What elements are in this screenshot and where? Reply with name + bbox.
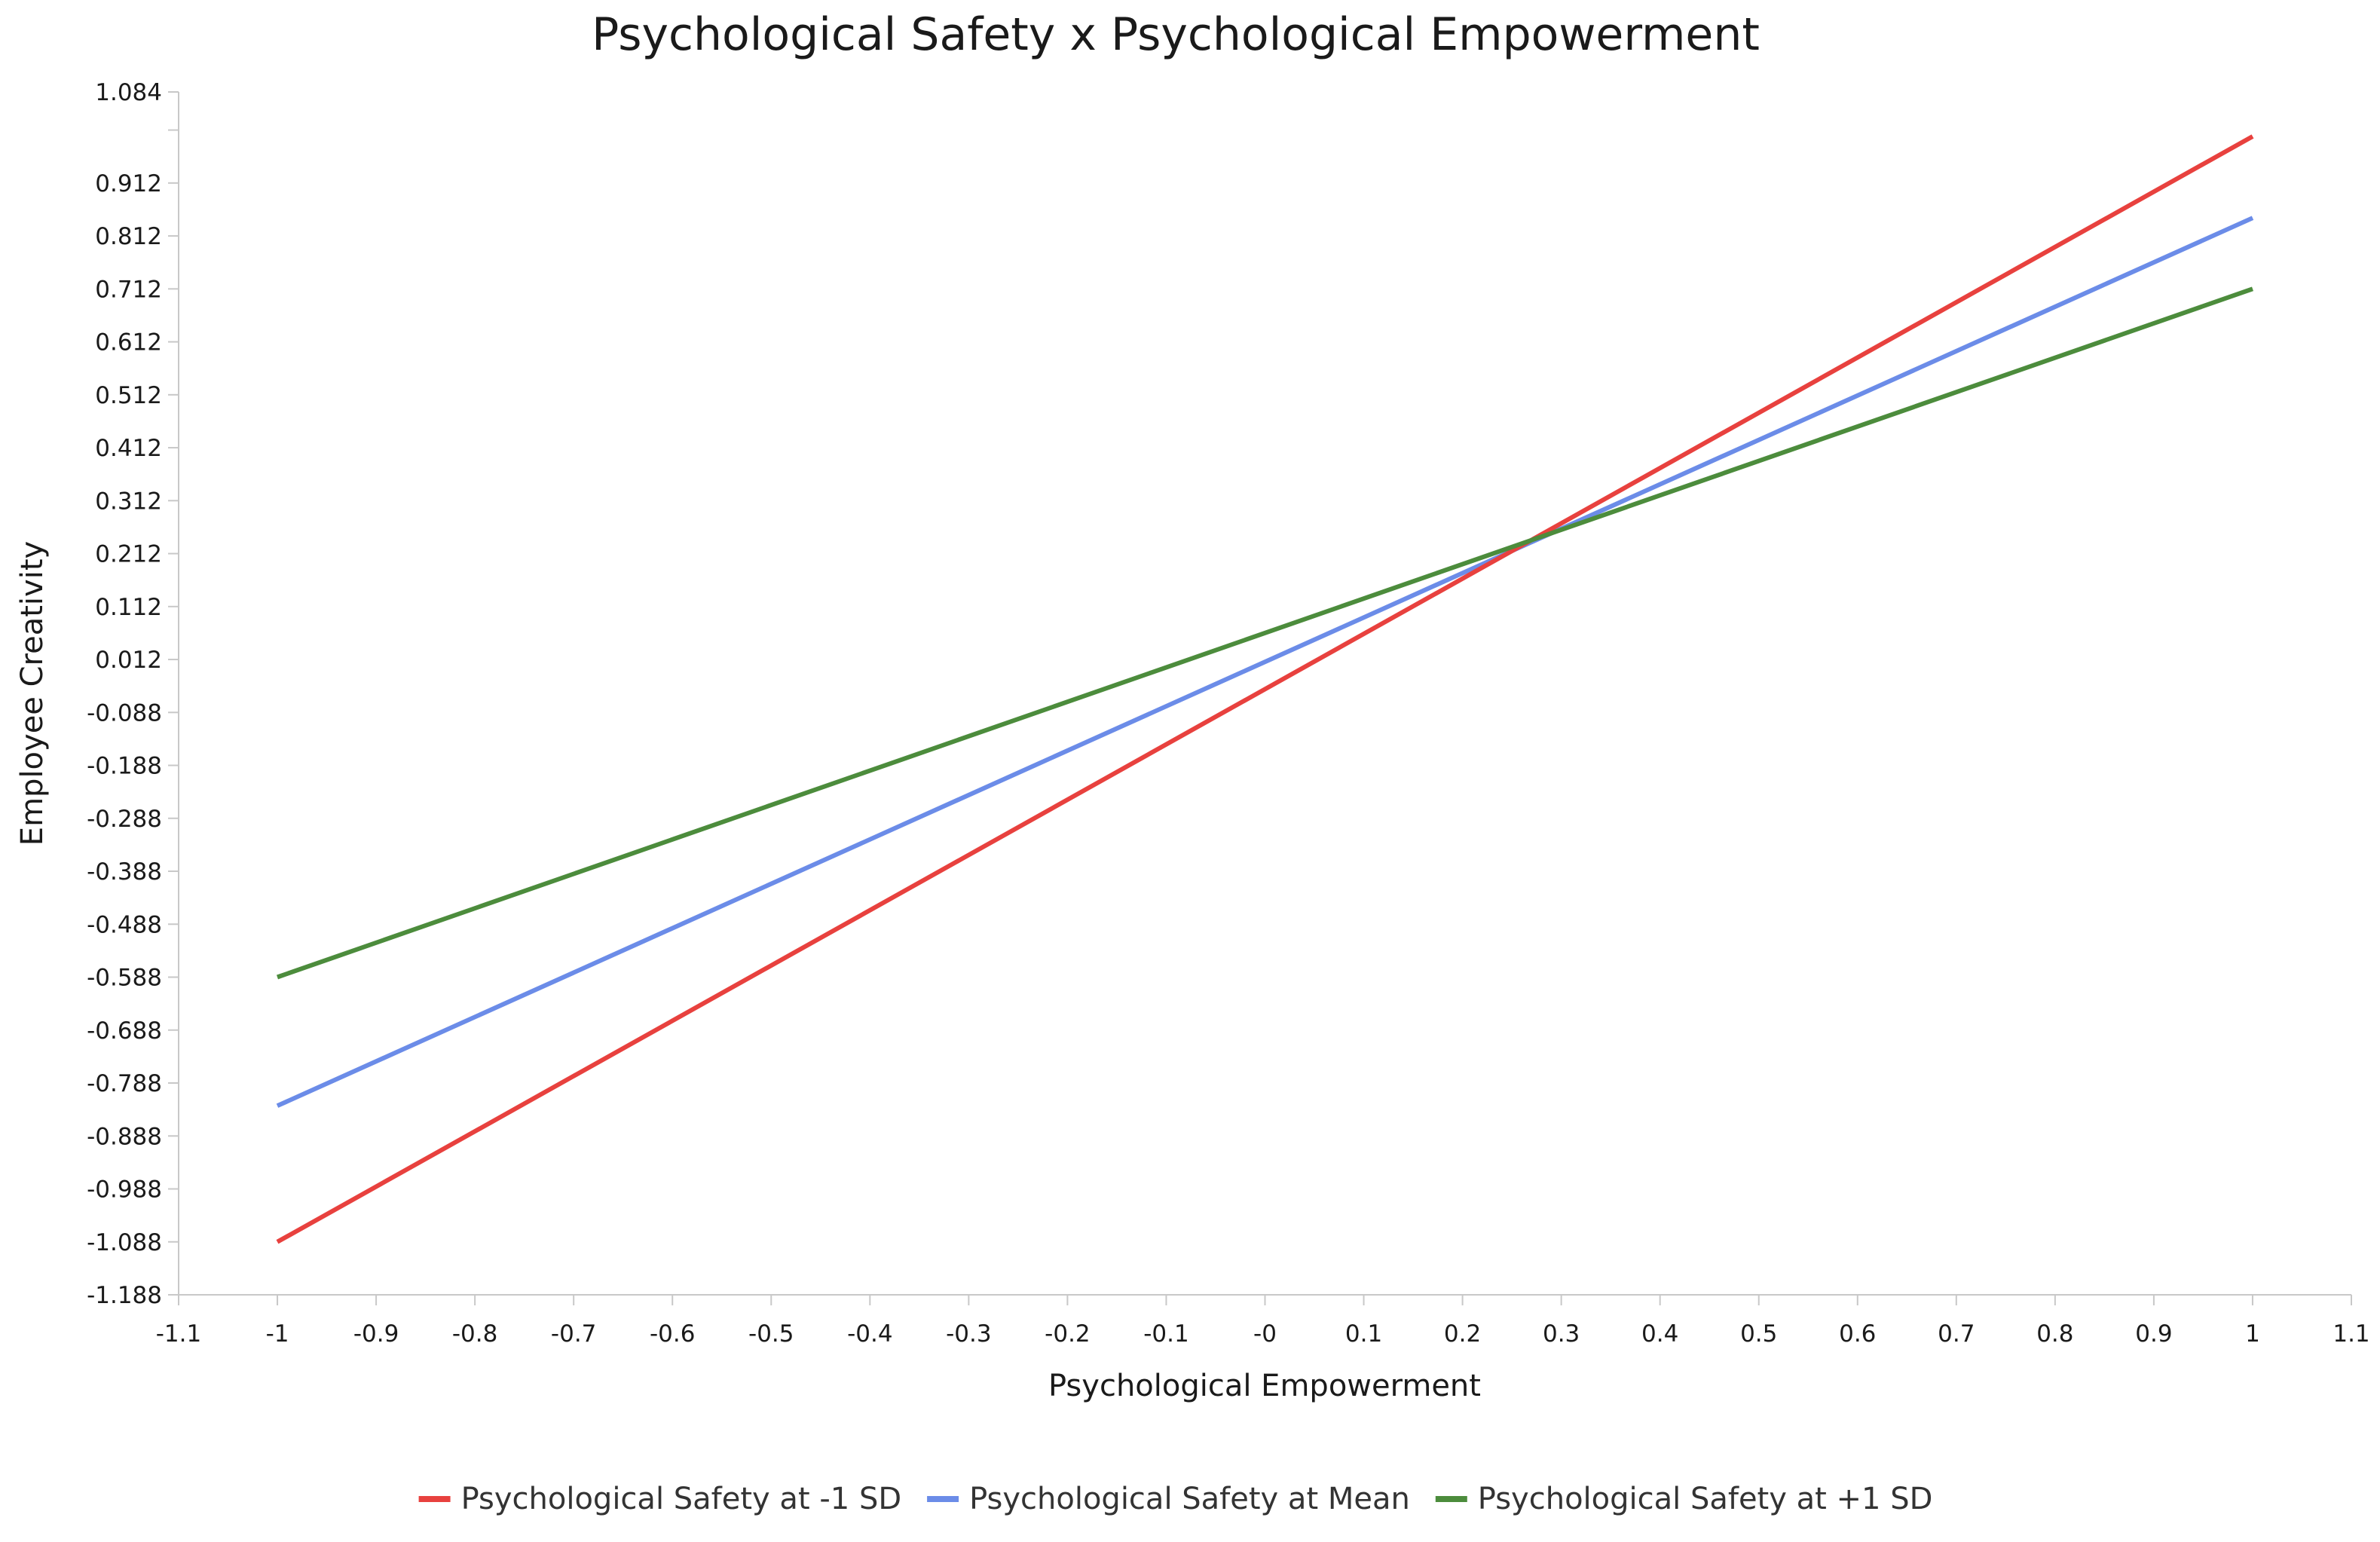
- legend-label: Psychological Safety at -1 SD: [461, 1482, 902, 1516]
- x-axis-title: Psychological Empowerment: [1048, 1369, 1481, 1403]
- y-tick-label: 0.412: [95, 435, 162, 462]
- legend-item: Psychological Safety at Mean: [927, 1482, 1410, 1516]
- series-line-mean: [276, 216, 2254, 1108]
- series-line-plus-1sd: [277, 286, 2253, 980]
- y-tick-label: 0.912: [95, 170, 162, 197]
- legend-item: Psychological Safety at +1 SD: [1435, 1482, 1933, 1516]
- x-tick-label: -0.7: [551, 1320, 597, 1348]
- y-tick-label: -0.488: [87, 911, 162, 938]
- x-tick-label: 0.9: [2135, 1320, 2172, 1348]
- x-tick-label: -0.9: [353, 1320, 399, 1348]
- y-axis-ticks: 1.084 0.912 0.812 0.712 0.612 0.512 0.412 0.312…: [87, 79, 179, 1309]
- y-tick-label: 0.212: [95, 541, 162, 568]
- x-tick-label: -0: [1253, 1320, 1277, 1348]
- x-tick-label: -0.4: [847, 1320, 893, 1348]
- x-tick-label: -0.8: [452, 1320, 498, 1348]
- y-tick-label: -0.888: [87, 1123, 162, 1150]
- y-tick-label: 0.512: [95, 382, 162, 409]
- y-tick-label: 0.312: [95, 488, 162, 515]
- x-axis-ticks: -1.1 -1 -0.9 -0.8 -0.7 -0.6 -0.5 -0.4 -0.3 -0.2 -0…: [156, 1295, 2370, 1348]
- y-tick-label: -0.988: [87, 1176, 162, 1204]
- y-tick-label: 1.084: [95, 79, 162, 106]
- x-tick-label: 0.7: [1938, 1320, 1975, 1348]
- x-tick-label: 1.1: [2333, 1320, 2369, 1348]
- x-tick-label: 0.4: [1641, 1320, 1678, 1348]
- x-tick-label: 0.2: [1444, 1320, 1481, 1348]
- y-tick-label: 0.112: [95, 594, 162, 621]
- x-tick-label: 0.8: [2036, 1320, 2073, 1348]
- y-tick-label: 0.612: [95, 329, 162, 356]
- legend-label: Psychological Safety at Mean: [969, 1482, 1410, 1516]
- y-axis-title: Employee Creativity: [15, 541, 50, 846]
- x-tick-label: -0.2: [1045, 1320, 1091, 1348]
- x-tick-label: -0.1: [1143, 1320, 1189, 1348]
- y-tick-label: -0.388: [87, 858, 162, 886]
- plot-area: 1.084 0.912 0.812 0.712 0.612 0.512 0.412 0.312…: [87, 79, 2370, 1348]
- y-tick-label: -0.188: [87, 753, 162, 780]
- series-line-minus-1sd: [276, 134, 2254, 1244]
- x-tick-label: -0.3: [946, 1320, 992, 1348]
- x-tick-label: 0.5: [1740, 1320, 1777, 1348]
- x-tick-label: -1.1: [156, 1320, 202, 1348]
- y-tick-label: -1.088: [87, 1229, 162, 1256]
- y-tick-label: -0.588: [87, 965, 162, 992]
- y-tick-label: 0.812: [95, 223, 162, 250]
- y-tick-label: 0.012: [95, 647, 162, 674]
- legend-item: Psychological Safety at -1 SD: [418, 1482, 902, 1516]
- y-tick-label: -0.088: [87, 699, 162, 727]
- legend-label: Psychological Safety at +1 SD: [1478, 1482, 1933, 1516]
- legend: Psychological Safety at -1 SD Psychologic…: [418, 1482, 1933, 1516]
- x-tick-label: -1: [266, 1320, 289, 1348]
- x-tick-label: 0.3: [1543, 1320, 1580, 1348]
- x-tick-label: 0.1: [1345, 1320, 1382, 1348]
- y-tick-label: -0.288: [87, 806, 162, 833]
- x-tick-label: 0.6: [1839, 1320, 1876, 1348]
- y-tick-label: -1.188: [87, 1282, 162, 1309]
- series-layer: [276, 134, 2254, 1244]
- y-tick-label: 0.712: [95, 276, 162, 303]
- x-tick-label: -0.6: [650, 1320, 696, 1348]
- x-tick-label: -0.5: [748, 1320, 794, 1348]
- y-tick-label: -0.688: [87, 1017, 162, 1045]
- y-tick-label: -0.788: [87, 1070, 162, 1097]
- x-tick-label: 1: [2245, 1320, 2260, 1348]
- chart-title: Psychological Safety x Psychological Emp…: [592, 8, 1760, 61]
